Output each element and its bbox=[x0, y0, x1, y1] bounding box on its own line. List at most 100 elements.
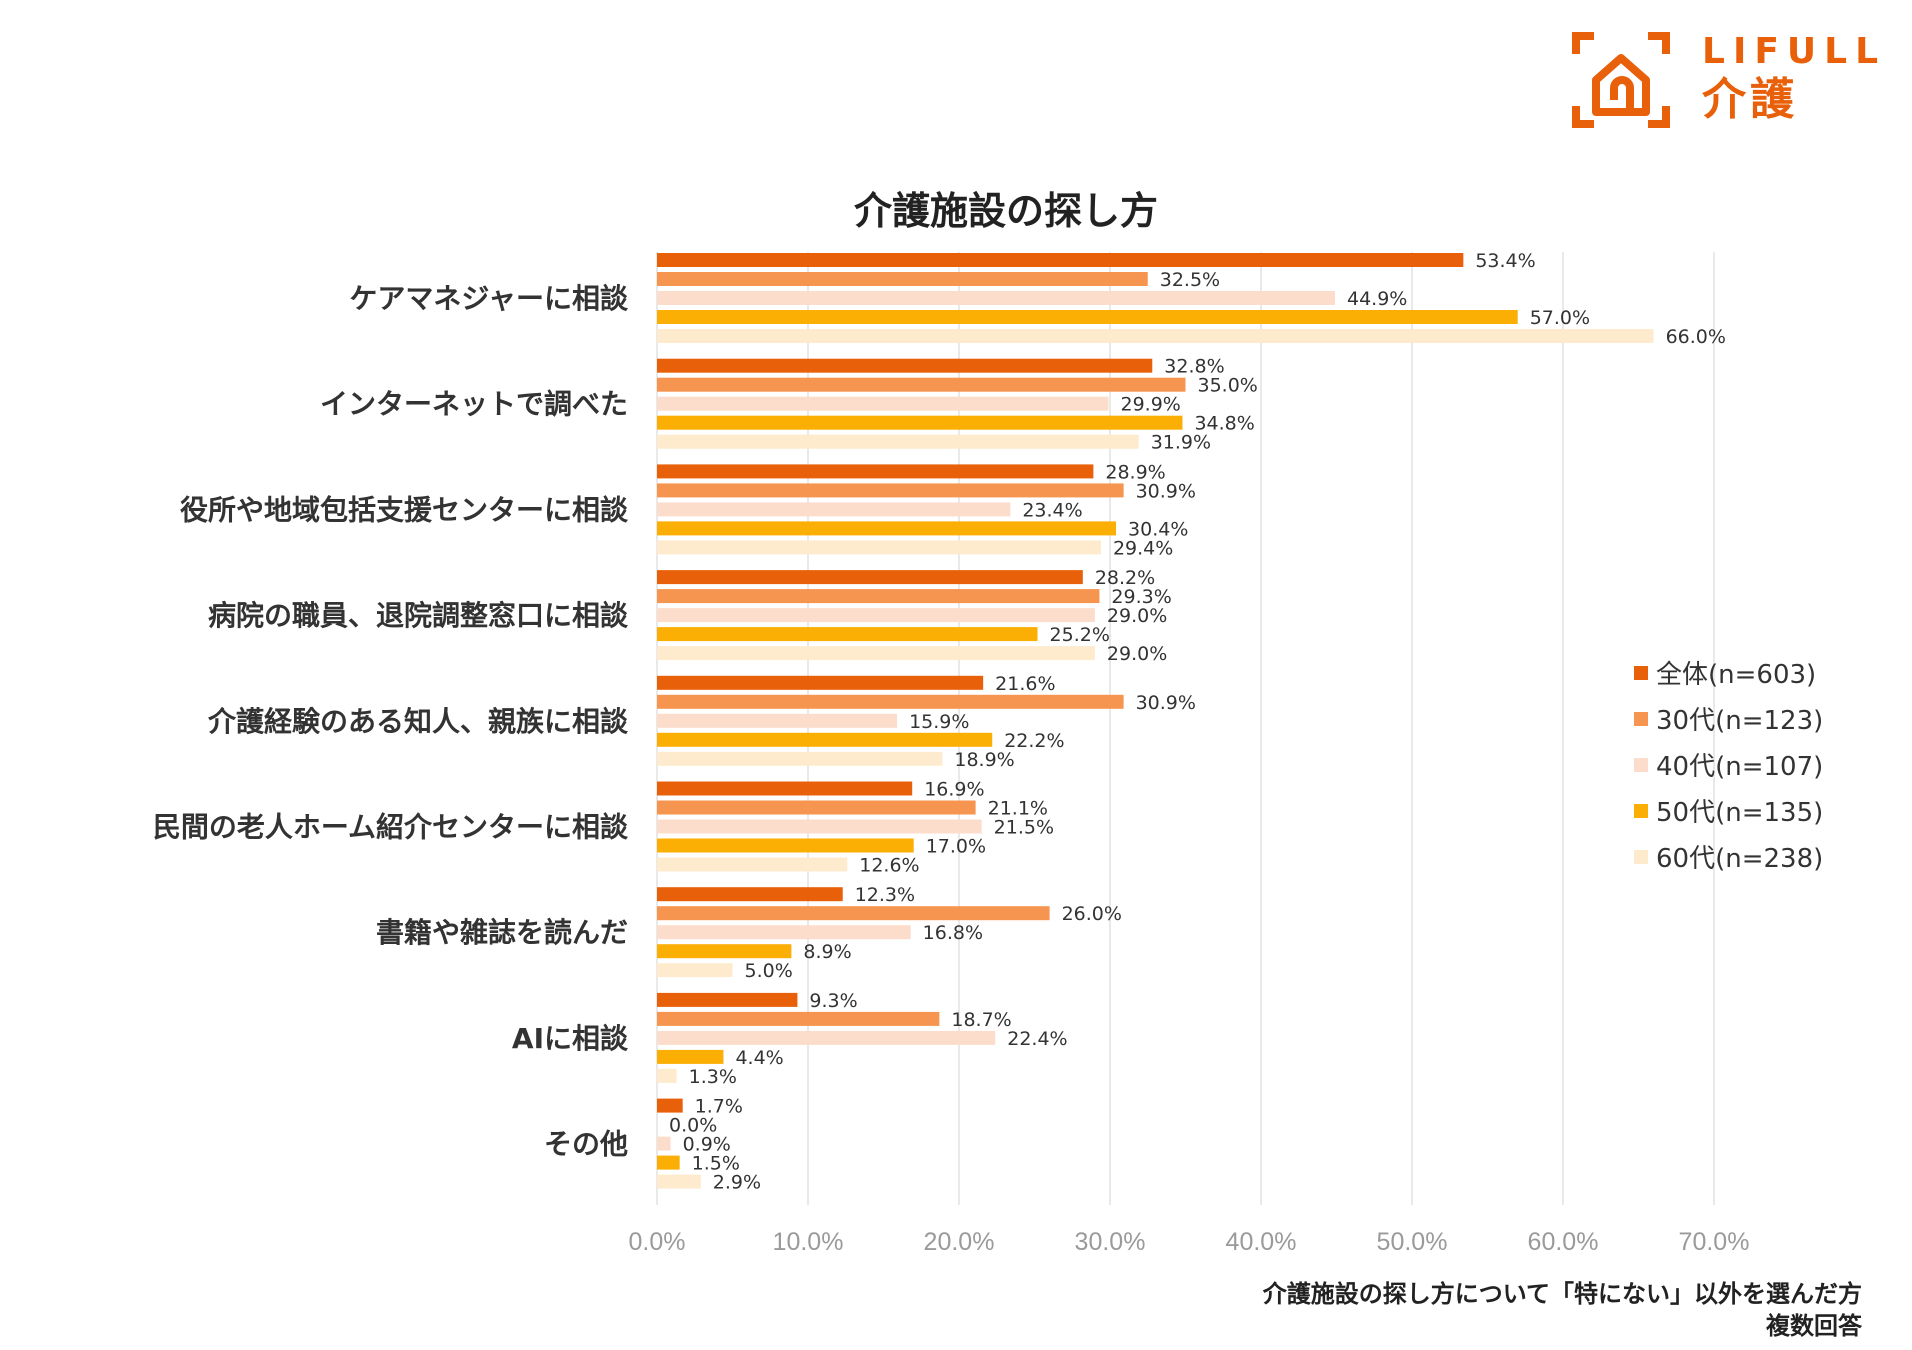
bar bbox=[657, 1174, 701, 1189]
data-label: 1.5% bbox=[692, 1153, 740, 1175]
bar bbox=[657, 521, 1117, 536]
bar bbox=[657, 675, 984, 690]
x-tick-label: 60.0% bbox=[1528, 1228, 1599, 1256]
data-label: 12.6% bbox=[859, 855, 919, 877]
data-label: 29.9% bbox=[1120, 394, 1180, 416]
legend-swatch bbox=[1634, 712, 1648, 726]
category-label: ケアマネジャーに相談 bbox=[349, 282, 629, 315]
data-label: 16.9% bbox=[924, 779, 984, 801]
bar bbox=[657, 608, 1095, 623]
category-label: 書籍や雑誌を読んだ bbox=[376, 916, 628, 949]
bar bbox=[657, 1136, 671, 1151]
logo-sub: 介護 bbox=[1702, 74, 1798, 125]
data-label: 29.0% bbox=[1107, 605, 1167, 627]
data-label: 21.1% bbox=[988, 798, 1048, 820]
data-label: 29.4% bbox=[1113, 537, 1173, 559]
legend-swatch bbox=[1634, 666, 1648, 680]
lifull-kaigo-logo: LIFULL 介護 bbox=[1572, 32, 1892, 132]
bar bbox=[657, 291, 1335, 305]
data-label: 53.4% bbox=[1475, 250, 1535, 272]
data-label: 21.6% bbox=[995, 673, 1055, 695]
data-label: 8.9% bbox=[803, 941, 851, 963]
data-label: 4.4% bbox=[735, 1047, 783, 1069]
data-label: 18.7% bbox=[951, 1009, 1011, 1031]
legend-swatch bbox=[1634, 758, 1648, 772]
data-label: 5.0% bbox=[745, 960, 793, 982]
bar bbox=[657, 329, 1654, 343]
bar bbox=[657, 713, 898, 728]
bar bbox=[657, 838, 914, 853]
chart-note: 介護施設の探し方について「特にない」以外を選んだ方 bbox=[1262, 1280, 1862, 1308]
x-tick-label: 20.0% bbox=[924, 1228, 995, 1256]
x-tick-label: 0.0% bbox=[629, 1228, 686, 1256]
legend-label: 50代(n=135) bbox=[1656, 798, 1823, 828]
bar bbox=[657, 751, 943, 766]
data-label: 18.9% bbox=[954, 749, 1014, 771]
legend-label: 全体(n=603) bbox=[1656, 660, 1816, 690]
bar bbox=[657, 415, 1183, 430]
category-label: AIに相談 bbox=[512, 1022, 629, 1055]
data-label: 66.0% bbox=[1666, 326, 1726, 348]
logo-text: LIFULL 介護 bbox=[1702, 32, 1886, 128]
data-label: 22.4% bbox=[1007, 1028, 1067, 1050]
bar bbox=[657, 396, 1109, 411]
x-tick-label: 10.0% bbox=[773, 1228, 844, 1256]
bar bbox=[657, 1155, 680, 1170]
category-label: 病院の職員、退院調整窓口に相談 bbox=[208, 599, 629, 632]
data-label: 25.2% bbox=[1050, 624, 1110, 646]
data-label: 1.3% bbox=[689, 1066, 737, 1088]
bar bbox=[657, 906, 1050, 921]
bar bbox=[657, 272, 1148, 286]
bar bbox=[657, 857, 848, 872]
bar bbox=[657, 1068, 677, 1083]
bar bbox=[657, 253, 1464, 267]
data-label: 31.9% bbox=[1151, 432, 1211, 454]
data-label: 1.7% bbox=[695, 1096, 743, 1118]
data-label: 26.0% bbox=[1062, 903, 1122, 925]
chart-note-multi: 複数回答 bbox=[1766, 1312, 1862, 1340]
legend-label: 60代(n=238) bbox=[1656, 844, 1823, 874]
bar bbox=[657, 464, 1094, 479]
bar bbox=[657, 502, 1011, 517]
legend-swatch bbox=[1634, 804, 1648, 818]
bar bbox=[657, 963, 733, 978]
data-label: 34.8% bbox=[1194, 413, 1254, 435]
bar bbox=[657, 800, 976, 815]
bar bbox=[657, 781, 913, 796]
logo-brand: LIFULL bbox=[1702, 31, 1887, 72]
bar bbox=[657, 1030, 996, 1045]
data-label: 15.9% bbox=[909, 711, 969, 733]
bar bbox=[657, 992, 798, 1007]
data-label: 32.5% bbox=[1160, 269, 1220, 291]
data-label: 35.0% bbox=[1198, 375, 1258, 397]
category-label: 介護経験のある知人、親族に相談 bbox=[207, 705, 629, 738]
data-label: 30.4% bbox=[1128, 518, 1188, 540]
data-label: 44.9% bbox=[1347, 288, 1407, 310]
data-label: 22.2% bbox=[1004, 730, 1064, 752]
x-tick-label: 50.0% bbox=[1377, 1228, 1448, 1256]
data-label: 2.9% bbox=[713, 1172, 761, 1194]
bar bbox=[657, 310, 1518, 324]
bar bbox=[657, 483, 1124, 498]
bar bbox=[657, 627, 1038, 642]
data-label: 23.4% bbox=[1022, 499, 1082, 521]
data-label: 12.3% bbox=[855, 884, 915, 906]
x-tick-label: 40.0% bbox=[1226, 1228, 1297, 1256]
bar bbox=[657, 1011, 940, 1026]
data-label: 30.9% bbox=[1136, 692, 1196, 714]
data-label: 57.0% bbox=[1530, 307, 1590, 329]
x-tick-label: 70.0% bbox=[1679, 1228, 1750, 1256]
data-label: 21.5% bbox=[994, 817, 1054, 839]
data-label: 0.0% bbox=[669, 1115, 717, 1137]
bar bbox=[657, 540, 1101, 555]
category-label: 役所や地域包括支援センターに相談 bbox=[180, 493, 629, 526]
data-label: 32.8% bbox=[1164, 356, 1224, 378]
bar bbox=[657, 358, 1153, 373]
data-label: 29.3% bbox=[1111, 586, 1171, 608]
legend-swatch bbox=[1634, 850, 1648, 864]
category-label: その他 bbox=[544, 1128, 628, 1161]
bar bbox=[657, 887, 843, 902]
bar bbox=[657, 1098, 683, 1113]
bar bbox=[657, 570, 1083, 585]
